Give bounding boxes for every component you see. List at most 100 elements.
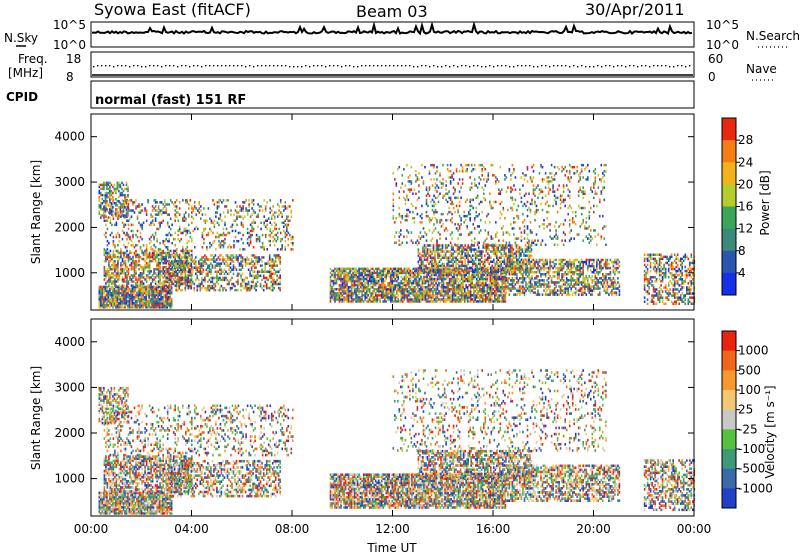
range-cell [172,272,174,276]
freq-dot [317,65,319,67]
range-cell [411,283,413,287]
range-cell [118,257,121,261]
range-cell [409,281,412,285]
range-cell [129,255,131,259]
range-cell [358,277,360,281]
range-cell [211,266,214,269]
range-cell [256,276,259,280]
range-cell [153,278,155,281]
range-cell [418,184,420,187]
range-cell [338,269,341,273]
range-cell [463,279,466,283]
range-cell [139,235,142,239]
range-cell [380,288,383,291]
range-cell [148,276,151,279]
range-cell [414,300,416,303]
range-cell [151,285,153,289]
range-cell [439,273,442,277]
range-cell [338,277,341,281]
range-cell [503,300,505,303]
range-cell [444,298,446,301]
range-cell [107,298,110,301]
range-cell [362,277,365,281]
range-cell [159,280,161,283]
range-cell [465,250,468,253]
range-cell [232,282,235,286]
range-cell [455,264,457,268]
range-cell [112,249,115,253]
range-cell [426,288,428,291]
range-cell [415,271,418,275]
range-cell [289,205,291,208]
range-cell [213,260,215,263]
range-cell [148,289,150,293]
range-cell [151,251,154,255]
range-cell [119,304,122,307]
range-cell [491,273,493,277]
range-cell [455,268,457,272]
freq-dot [537,66,539,68]
range-cell [486,290,489,293]
range-cell [270,264,272,267]
range-cell [111,280,113,283]
range-cell [245,207,247,210]
range-cell [463,300,466,303]
range-cell [434,270,436,274]
range-cell [101,300,104,303]
range-cell [243,258,245,261]
range-cell [500,292,502,295]
range-cell [170,288,173,292]
range-cell [117,266,119,269]
range-cell [152,304,155,307]
range-cell [159,221,161,224]
range-cell [149,287,152,291]
range-cell [163,255,166,259]
range-cell [417,300,419,303]
range-cell [421,212,423,216]
range-cell [178,253,181,257]
range-cell [461,260,463,263]
range-cell [166,274,169,277]
range-cell [147,276,149,279]
range-cell [497,283,499,287]
range-cell [151,289,153,293]
range-cell [162,239,164,243]
freq-dot [533,66,535,68]
range-cell [329,267,332,271]
range-cell [273,260,275,263]
range-cell [152,293,155,297]
range-cell [488,273,490,277]
range-cell [426,260,429,263]
range-cell [438,246,441,249]
range-cell [165,284,167,287]
range-cell [500,300,502,303]
range-cell [434,256,436,259]
range-cell [350,281,353,285]
range-cell [154,217,157,220]
range-cell [421,286,424,289]
range-cell [265,284,268,288]
range-cell [400,269,403,273]
range-cell [127,257,130,261]
range-cell [409,300,412,303]
range-cell [186,284,189,287]
range-cell [152,298,155,301]
range-cell [140,289,143,293]
range-cell [127,300,129,303]
range-cell [182,259,184,263]
range-cell [434,250,436,253]
range-cell [240,207,243,210]
range-cell [255,284,257,288]
range-cell [112,293,114,297]
range-cell [190,256,193,259]
range-cell [249,270,251,273]
range-cell [109,274,112,277]
range-cell [105,255,107,259]
range-cell [219,262,221,265]
range-cell [255,215,258,218]
range-cell [447,296,449,299]
range-cell [480,294,482,297]
range-cell [169,249,172,253]
range-cell [490,266,492,270]
range-cell [461,254,463,257]
